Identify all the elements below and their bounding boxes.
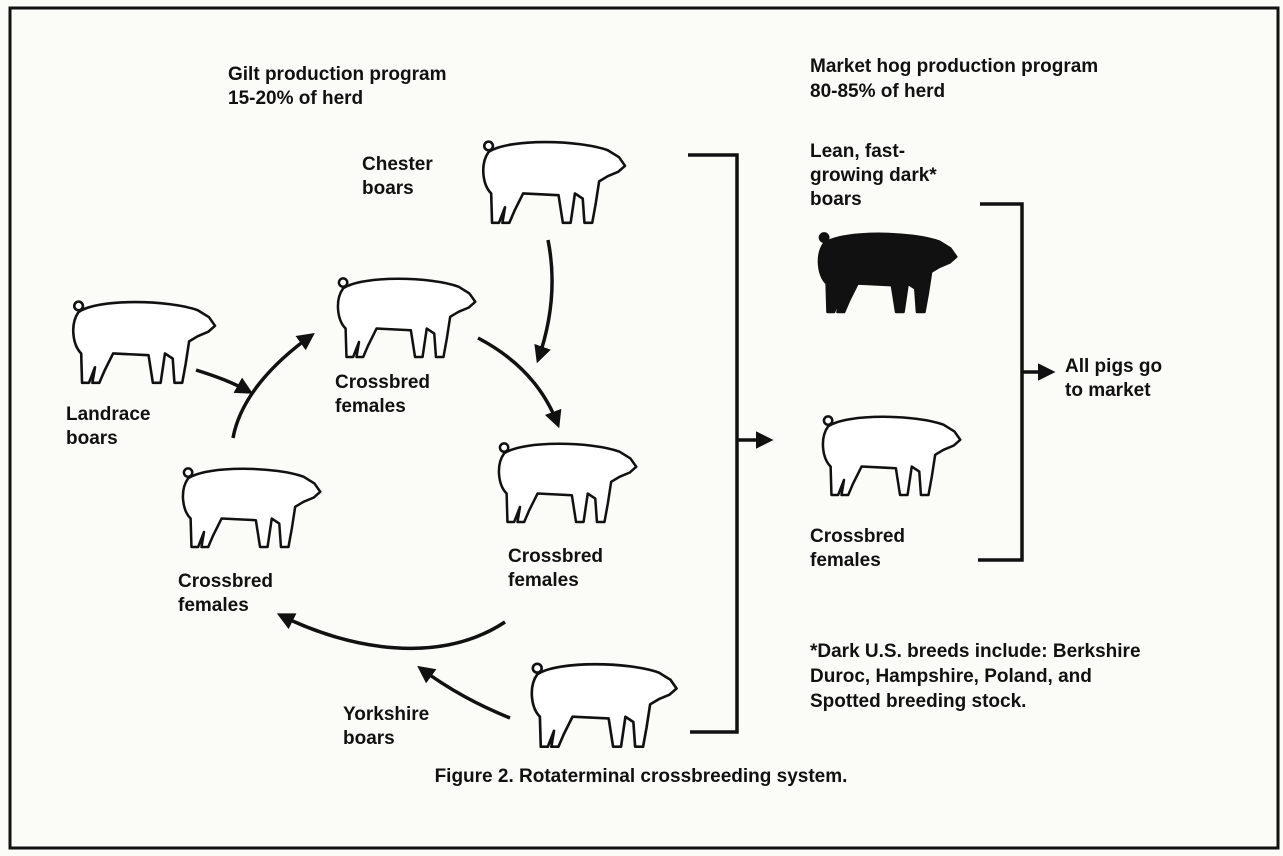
- pig-dark-boar: [819, 233, 956, 312]
- page: Gilt production program 15-20% of herd Mar…: [0, 0, 1283, 856]
- footnote: Duroc, Hampshire, Poland, and: [810, 666, 1092, 687]
- node-label: All pigs go: [1065, 356, 1162, 377]
- pig-crossbred: [499, 443, 636, 522]
- node-label: Crossbred: [810, 526, 905, 547]
- node-label: Lean, fast-: [810, 141, 905, 162]
- pig-landrace: [73, 302, 215, 383]
- bracket-arrow: [978, 204, 1052, 560]
- pig-crossbred: [338, 278, 475, 357]
- arrow: [538, 240, 552, 360]
- diagram: Gilt production program 15-20% of herd Mar…: [0, 0, 1283, 856]
- program-heading: Gilt production program: [228, 64, 447, 85]
- program-heading: Market hog production program: [810, 56, 1098, 77]
- footnote: *Dark U.S. breeds include: Berkshire: [810, 641, 1141, 662]
- caption: Figure 2. Rotaterminal crossbreeding sys…: [435, 766, 848, 787]
- footnote: Spotted breeding stock.: [810, 691, 1026, 712]
- arrow: [196, 370, 250, 392]
- arrow: [280, 615, 505, 648]
- node-label: boars: [66, 428, 118, 449]
- node-label: Landrace: [66, 404, 150, 425]
- node-label: boars: [810, 189, 862, 210]
- node-label: Crossbred: [508, 546, 603, 567]
- node-label: boars: [343, 728, 395, 749]
- arrow: [233, 335, 312, 438]
- node-label: Chester: [362, 154, 433, 175]
- node-label: Crossbred: [178, 571, 273, 592]
- node-label: females: [508, 570, 579, 591]
- bracket-arrow: [688, 155, 770, 732]
- pig-chester: [483, 142, 625, 223]
- pig-crossbred: [183, 468, 320, 547]
- node-label: Yorkshire: [343, 704, 429, 725]
- node-label: growing dark*: [810, 165, 937, 186]
- node-label: females: [335, 396, 406, 417]
- pig-yorkshire: [532, 664, 677, 747]
- pig-crossbred: [823, 416, 960, 495]
- node-label: Crossbred: [335, 372, 430, 393]
- node-label: to market: [1065, 380, 1151, 401]
- arrow: [420, 668, 510, 718]
- node-label: females: [810, 550, 881, 571]
- node-label: females: [178, 595, 249, 616]
- arrow: [478, 338, 558, 425]
- program-heading: 15-20% of herd: [228, 88, 363, 109]
- node-label: boars: [362, 178, 414, 199]
- program-heading: 80-85% of herd: [810, 81, 945, 102]
